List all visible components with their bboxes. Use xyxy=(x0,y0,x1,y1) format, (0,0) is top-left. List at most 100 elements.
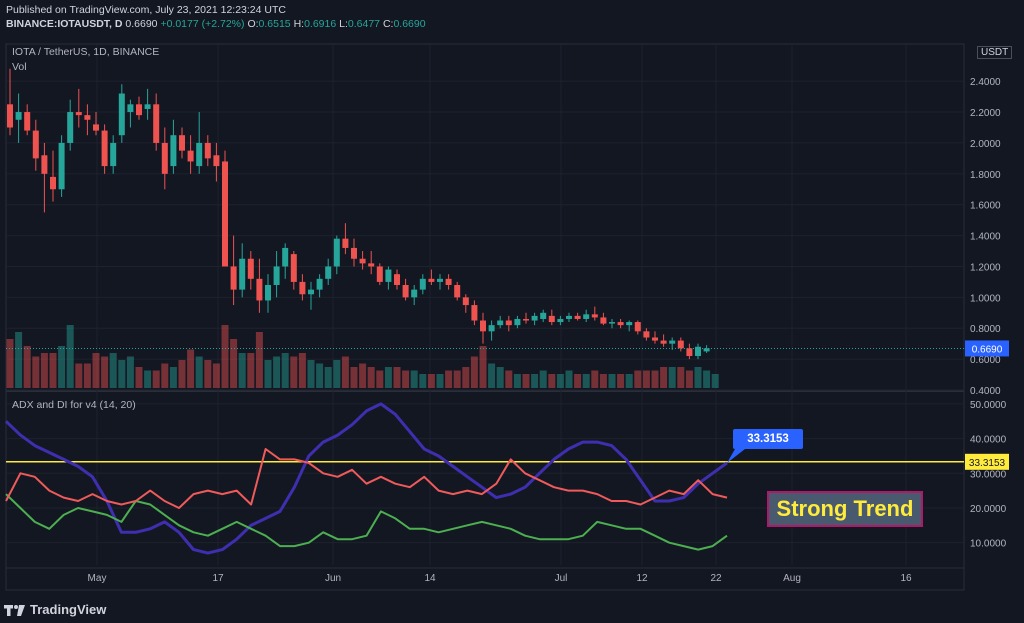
strong-trend-annotation: Strong Trend xyxy=(767,491,923,527)
candle-body xyxy=(600,317,607,324)
candle-body xyxy=(110,142,117,167)
price-label: 0.6690 xyxy=(125,18,158,30)
candle-body xyxy=(531,315,538,321)
volume-bar xyxy=(599,374,607,388)
volume-bar xyxy=(488,363,496,388)
volume-bar xyxy=(238,353,246,388)
candle-body xyxy=(660,340,667,344)
currency-label[interactable]: USDT xyxy=(977,46,1013,59)
volume-bar xyxy=(298,353,306,388)
price-tick-label: 1.6000 xyxy=(970,201,1001,212)
volume-bar xyxy=(316,363,324,388)
candle-body xyxy=(609,322,615,324)
low-value: 0.6477 xyxy=(347,18,381,30)
candle-body xyxy=(282,247,289,267)
volume-bar xyxy=(505,370,513,388)
price-tick-label: 1.0000 xyxy=(970,293,1001,304)
candle-body xyxy=(308,289,314,295)
open-value: 0.6515 xyxy=(258,18,291,30)
volume-bar xyxy=(49,353,57,388)
candle-body xyxy=(144,104,151,109)
candle-body xyxy=(333,238,340,267)
candle-body xyxy=(437,278,443,282)
candle-body xyxy=(471,305,478,321)
candle-body xyxy=(342,238,349,248)
candle-body xyxy=(50,176,56,190)
indicator-tick-label: 40.0000 xyxy=(970,435,1007,446)
candle-body xyxy=(703,348,710,352)
volume-bar xyxy=(32,356,40,388)
adx-line xyxy=(4,402,728,555)
indicator-tick-label: 50.0000 xyxy=(970,400,1007,411)
volume-bar xyxy=(135,367,143,388)
candle-body xyxy=(523,318,529,321)
candle-body xyxy=(136,104,142,116)
volume-bar xyxy=(548,374,556,388)
indicator-legend: ADX and DI for v4 (14, 20) xyxy=(12,399,136,411)
volume-bar xyxy=(273,356,281,388)
volume-bar xyxy=(685,370,693,388)
grid-layer xyxy=(6,44,964,565)
volume-bar xyxy=(711,374,719,388)
indicator-tick-label: 30.0000 xyxy=(970,469,1007,480)
volume-bar xyxy=(660,367,668,388)
volume-bar xyxy=(101,356,109,388)
volume-bar xyxy=(703,370,711,388)
volume-bar xyxy=(651,370,659,388)
candle-body xyxy=(196,142,203,167)
price-tick-label: 1.8000 xyxy=(970,170,1001,181)
volume-bar xyxy=(23,346,31,388)
price-tick-label: 0.6000 xyxy=(970,355,1001,366)
volume-bar xyxy=(565,370,573,388)
candle-body xyxy=(213,155,220,167)
volume-bar xyxy=(307,360,315,388)
volume-bar xyxy=(255,332,263,388)
candle-body xyxy=(497,320,504,326)
candle-body xyxy=(161,142,168,174)
change-label: +0.0177 (+2.72%) xyxy=(160,18,245,30)
indicator-layer xyxy=(4,402,964,555)
candle-body xyxy=(93,124,99,131)
candle-body xyxy=(41,155,48,174)
candle-body xyxy=(626,322,633,326)
volume-bar xyxy=(359,363,367,388)
price-tick-label: 2.0000 xyxy=(970,139,1001,150)
candle-body xyxy=(230,266,237,290)
volume-bar xyxy=(350,367,358,388)
candle-body xyxy=(299,281,306,295)
price-tick-label: 1.4000 xyxy=(970,232,1001,243)
volume-bar xyxy=(410,370,418,388)
candle-body xyxy=(428,278,435,282)
candle-body xyxy=(84,115,91,120)
volume-bar xyxy=(677,367,685,388)
volume-bar xyxy=(109,353,117,388)
volume-bar xyxy=(212,363,220,388)
volume-bar xyxy=(264,360,272,388)
volume-bar xyxy=(574,374,582,388)
volume-bar xyxy=(333,360,341,388)
price-tick-label: 0.8000 xyxy=(970,324,1001,335)
volume-bar xyxy=(694,367,702,388)
candle-body xyxy=(505,320,512,326)
volume-bar xyxy=(462,367,470,388)
candle-body xyxy=(583,314,590,319)
time-tick-label: Aug xyxy=(783,573,801,584)
candle-body xyxy=(385,269,392,282)
candle-body xyxy=(634,322,641,332)
candle-body xyxy=(204,142,211,159)
price-tick-label: 2.2000 xyxy=(970,108,1001,119)
indicator-tick-label: 20.0000 xyxy=(970,504,1007,515)
price-tick-label: 2.4000 xyxy=(970,77,1001,88)
candle-body xyxy=(153,104,160,143)
low-key: L: xyxy=(339,18,348,30)
high-value: 0.6916 xyxy=(304,18,337,30)
volume-bar xyxy=(221,325,229,388)
axis-layer: 2.4000 2.2000 2.0000 1.8000 1.6000 1.4000 1.20… xyxy=(6,77,1009,584)
volume-bar xyxy=(75,363,83,388)
volume-bar xyxy=(118,360,126,388)
candle-body xyxy=(445,278,452,285)
candle-body xyxy=(75,112,82,116)
candle-body xyxy=(32,130,39,159)
volume-legend: Vol xyxy=(12,61,27,73)
